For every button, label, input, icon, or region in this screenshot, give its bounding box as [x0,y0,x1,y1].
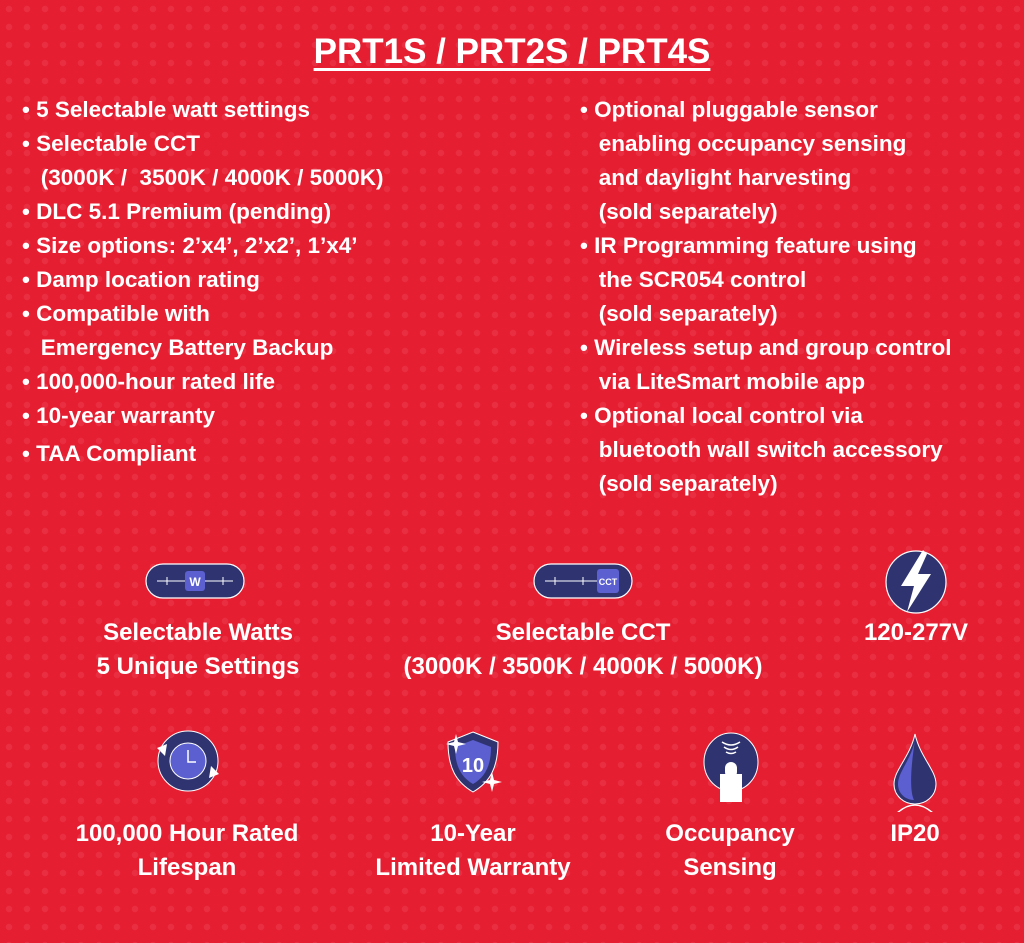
feature-item: • 100,000-hour rated life [22,369,275,394]
watt-slider-icon: W [145,563,245,599]
feature-item: • Size options: 2’x4’, 2’x2’, 1’x4’ [22,233,358,258]
cct-label-line1: Selectable CCT [495,619,671,646]
watts-label-line1: Selectable Watts [103,619,293,646]
feature-item: • DLC 5.1 Premium (pending) [22,199,332,224]
warranty-label: 10-Year Limited Warranty [375,817,570,885]
lifespan-label: 100,000 Hour Rated Lifespan [76,817,299,885]
occupancy-sensor-icon [703,732,759,802]
feature-item: (3000K / 3500K / 4000K / 5000K) [22,165,384,190]
watt-icon-text: W [189,575,201,589]
feature-item: • Selectable CCT [22,131,200,156]
cct-label-line2: (3000K / 3500K / 4000K / 5000K) [403,653,763,680]
shield-icon: 10 [446,731,502,793]
feature-item: • IR Programming feature using [580,233,917,258]
clock-cycle-icon [157,730,219,792]
feature-item: (sold separately) [580,471,778,496]
feature-item: enabling occupancy sensing [580,131,907,156]
feature-item: (sold separately) [580,199,778,224]
cct-label: Selectable CCT (3000K / 3500K / 4000K / … [404,616,763,684]
feature-item: • Compatible with [22,301,210,326]
feature-item: • Damp location rating [22,267,260,292]
cct-slider-icon: CCT [533,563,633,599]
watts-label: Selectable Watts 5 Unique Settings [97,616,300,684]
lifespan-label-line2: Lifespan [137,854,237,881]
feature-item: (sold separately) [580,301,778,326]
page-title: PRT1S / PRT2S / PRT4S [313,32,711,71]
water-drop-icon [893,733,937,812]
cct-icon-text: CCT [599,577,618,587]
occupancy-label-line2: Sensing [683,854,777,881]
voltage-label: 120-277V [863,619,969,646]
ip-label: IP20 [890,820,940,847]
feature-item: • 5 Selectable watt settings [22,97,310,122]
feature-item: the SCR054 control [580,267,807,292]
feature-item: • Optional local control via [580,403,863,428]
feature-item: • Wireless setup and group control [580,335,952,360]
feature-item: bluetooth wall switch accessory [580,437,943,462]
feature-list-left: • 5 Selectable watt settings • Selectable… [22,93,383,471]
feature-item: • 10-year warranty [22,403,215,428]
feature-item: and daylight harvesting [580,165,852,190]
feature-item: via LiteSmart mobile app [580,369,866,394]
occupancy-label-line1: Occupancy [665,820,795,847]
watts-label-line2: 5 Unique Settings [96,653,300,680]
feature-item: • Optional pluggable sensor [580,97,878,122]
warranty-label-line2: Limited Warranty [375,854,571,881]
warranty-label-line1: 10-Year [430,820,516,847]
feature-item: • TAA Compliant [22,441,197,466]
warranty-icon-text: 10 [462,755,484,777]
lifespan-label-line1: 100,000 Hour Rated [75,820,299,847]
lightning-bolt-icon [885,550,947,614]
occupancy-label: Occupancy Sensing [665,817,794,885]
feature-list-right: • Optional pluggable sensor enabling occ… [580,93,951,501]
feature-item: Emergency Battery Backup [22,335,334,360]
